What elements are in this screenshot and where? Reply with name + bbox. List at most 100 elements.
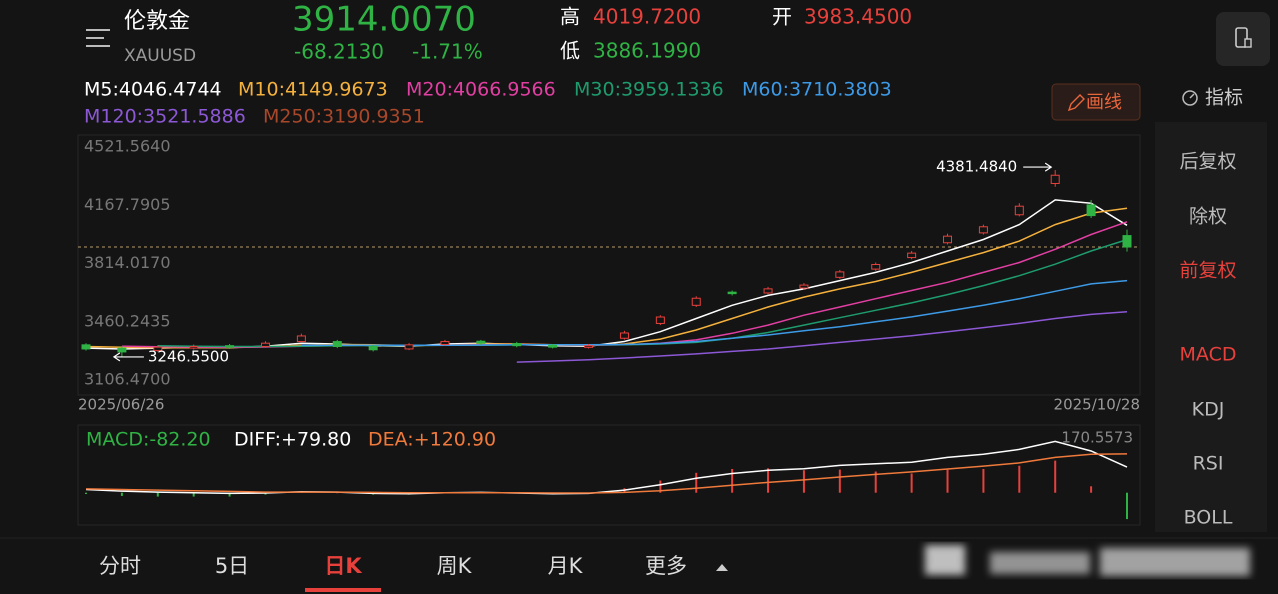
y-tick-label: 3460.2435	[84, 311, 171, 330]
high-label: 高	[560, 5, 580, 29]
menu-icon[interactable]	[86, 29, 110, 47]
candle-body	[619, 332, 629, 339]
indicator-button[interactable]: 指标	[1182, 87, 1243, 109]
dea-line	[85, 453, 1128, 494]
open-value: 3983.4500	[804, 5, 912, 29]
macd-bar	[838, 469, 841, 493]
candle-body	[332, 341, 342, 347]
macd-bar	[910, 473, 913, 493]
tab[interactable]: 5日	[215, 554, 249, 578]
macd-bar	[156, 492, 159, 497]
candle-body	[943, 235, 953, 244]
draw-button[interactable]: 画线	[1051, 83, 1141, 121]
macd-bar	[228, 492, 231, 497]
tab-underline	[305, 588, 381, 592]
candle-body	[907, 252, 917, 259]
candle-body	[368, 345, 378, 351]
macd-top-tick: 170.5573	[1061, 429, 1133, 447]
side-panel	[1155, 122, 1267, 532]
macd-bar	[1054, 460, 1057, 493]
tab[interactable]: 日K	[324, 554, 362, 578]
ma-legend: M5:4046.4744	[84, 79, 222, 101]
macd-legend: DEA:+120.90	[368, 429, 496, 451]
y-tick-label: 3814.0170	[84, 253, 171, 272]
candle-body	[1014, 205, 1024, 216]
macd-bar	[1126, 492, 1128, 520]
more-caret	[716, 564, 728, 571]
y-tick-label: 4167.7905	[84, 195, 171, 214]
macd-bar	[1090, 486, 1093, 493]
device-button[interactable]	[1216, 12, 1270, 66]
macd-bar	[192, 492, 195, 497]
candle-body	[978, 226, 988, 234]
tab[interactable]: 更多	[645, 554, 687, 578]
ma-legend: M20:4066.9566	[406, 79, 556, 101]
y-tick-label: 3106.4700	[84, 370, 171, 389]
macd-bar	[120, 492, 123, 496]
candle-body	[153, 346, 163, 352]
ma-legend: M30:3959.1336	[574, 79, 724, 101]
macd-bar	[695, 472, 698, 493]
candle-body	[835, 271, 845, 278]
ma-line	[301, 279, 1128, 346]
candle-body	[81, 344, 91, 350]
side-menu-item[interactable]: KDJ	[1192, 399, 1225, 421]
candle-body	[548, 344, 558, 348]
candle-body	[117, 347, 127, 353]
candle-body	[584, 345, 594, 348]
end-date: 2025/10/28	[1054, 396, 1140, 414]
candle-body	[440, 341, 450, 346]
candle-body	[727, 291, 737, 295]
macd-legend: DIFF:+79.80	[234, 429, 351, 451]
candle-body	[404, 344, 414, 350]
candle-body	[655, 316, 665, 324]
macd-bar	[659, 480, 662, 493]
diff-line	[85, 440, 1128, 495]
instrument-symbol: XAUUSD	[124, 46, 196, 66]
side-menu-item[interactable]: 后复权	[1179, 151, 1236, 173]
ma-legend: M10:4149.9673	[238, 79, 388, 101]
start-date: 2025/06/26	[78, 396, 164, 414]
candle-body	[225, 345, 235, 348]
macd-bar	[731, 468, 734, 493]
candle-body	[476, 340, 486, 344]
low-label: 低	[560, 39, 580, 63]
side-menu-item[interactable]: RSI	[1193, 453, 1224, 475]
open-label: 开	[772, 5, 792, 29]
indicator-label: 指标	[1205, 87, 1243, 109]
macd-panel	[77, 424, 1141, 526]
ma-legend: M120:3521.5886	[84, 106, 246, 128]
candle-body	[799, 284, 809, 289]
tab[interactable]: 分时	[99, 554, 141, 578]
ma-legend: M250:3190.9351	[263, 106, 425, 128]
tab[interactable]: 周K	[437, 554, 473, 578]
macd-bar	[982, 468, 985, 493]
max-annotation: 4381.4840	[936, 158, 1017, 176]
candle-body	[763, 288, 773, 294]
ma-legend: M60:3710.3803	[742, 79, 892, 101]
side-menu-item[interactable]: BOLL	[1184, 507, 1233, 529]
tab[interactable]: 月K	[548, 554, 584, 578]
y-tick-label: 4521.5640	[84, 137, 171, 156]
side-menu-item[interactable]: 除权	[1189, 206, 1227, 228]
macd-bar	[1018, 465, 1021, 493]
side-menu-item[interactable]: MACD	[1180, 344, 1237, 366]
min-arrow	[112, 352, 144, 362]
candle-body	[189, 345, 199, 349]
max-arrow	[1023, 162, 1053, 172]
candle-body	[871, 263, 881, 270]
macd-bar	[85, 492, 87, 494]
macd-bar	[802, 470, 805, 493]
candle-body	[1086, 204, 1096, 217]
price-change: -68.2130	[294, 40, 384, 64]
ma-line	[516, 310, 1128, 363]
high-value: 4019.7200	[593, 5, 701, 29]
price-panel	[77, 134, 1141, 396]
candle-body	[1122, 235, 1132, 248]
min-annotation: 3246.5500	[148, 347, 229, 365]
side-menu-item[interactable]: 前复权	[1179, 260, 1236, 282]
candle-body	[296, 335, 306, 343]
macd-bar	[946, 469, 949, 493]
candle-body	[1050, 174, 1060, 184]
